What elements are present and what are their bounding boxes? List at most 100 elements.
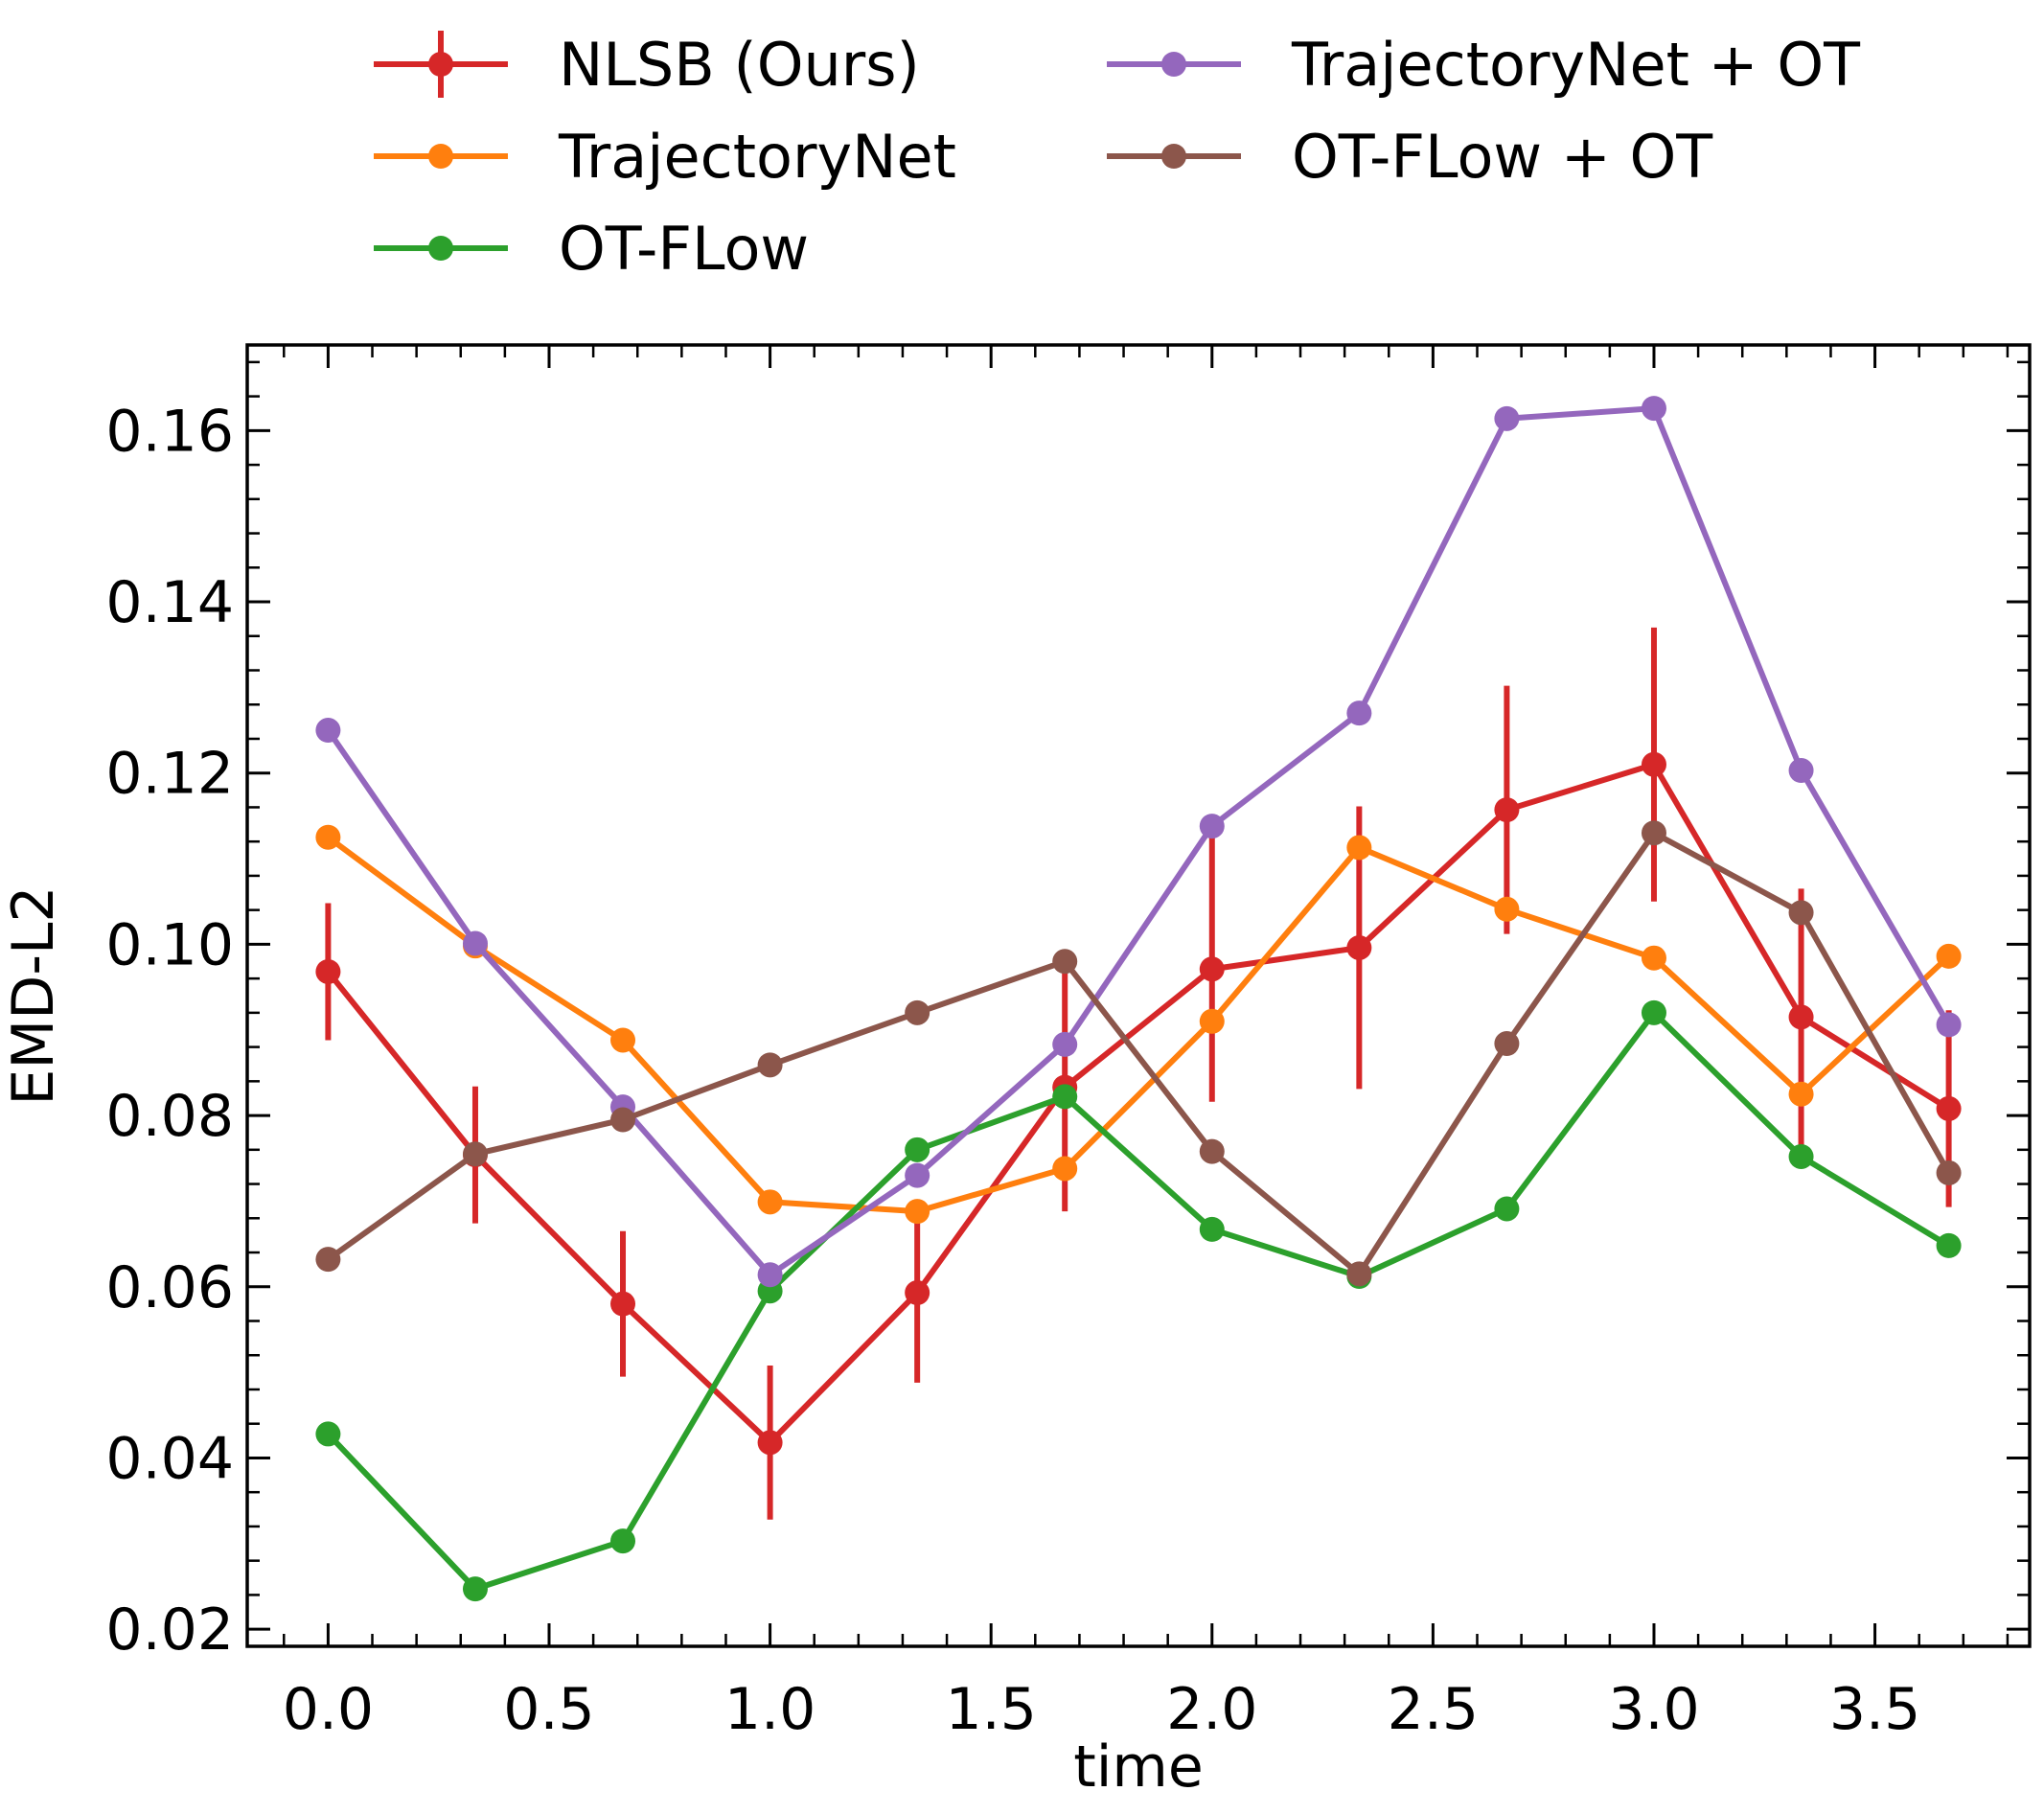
data-point	[1494, 405, 1520, 431]
x-tick-label: 2.5	[1388, 1676, 1479, 1743]
data-point	[462, 1141, 488, 1167]
data-point	[1788, 900, 1814, 926]
legend-item: TrajectoryNet	[374, 122, 956, 192]
data-point	[1052, 1156, 1078, 1182]
y-axis-label: EMD-L2	[0, 885, 67, 1105]
data-point	[1936, 1095, 1962, 1121]
legend: NLSB (Ours) TrajectoryNet OT-FLow Trajector…	[374, 30, 1861, 284]
data-point	[315, 824, 341, 850]
data-point	[757, 1430, 783, 1456]
data-point	[905, 1280, 930, 1306]
y-tick-label: 0.10	[105, 911, 234, 978]
legend-marker	[428, 236, 453, 261]
legend-label: TrajectoryNet + OT	[1291, 30, 1861, 100]
series-trajectorynet-ot	[315, 396, 1962, 1288]
data-point	[1346, 934, 1372, 960]
series-line	[325, 405, 1952, 1278]
data-point	[1052, 1031, 1078, 1057]
series-ot-flow-ot	[315, 820, 1962, 1287]
data-point	[757, 1189, 783, 1215]
data-point	[1199, 814, 1225, 839]
data-point	[1199, 956, 1225, 982]
data-point	[462, 1576, 488, 1602]
legend-marker	[428, 52, 453, 77]
data-point	[462, 930, 488, 956]
legend-item: NLSB (Ours)	[374, 30, 920, 100]
data-point	[905, 1137, 930, 1162]
series-line	[326, 830, 1952, 1277]
data-point	[1641, 945, 1666, 971]
x-axis-label: time	[1073, 1734, 1204, 1801]
x-tick-label: 1.5	[945, 1676, 1036, 1743]
legend-item: TrajectoryNet + OT	[1107, 30, 1861, 100]
data-point	[1494, 1031, 1520, 1057]
data-point	[315, 1247, 341, 1273]
data-point	[1788, 1081, 1814, 1107]
legend-marker	[428, 144, 453, 169]
data-point	[1199, 1216, 1225, 1242]
data-point	[315, 1421, 341, 1447]
series-nlsb-ours	[315, 627, 1962, 1520]
series-line	[326, 1009, 1951, 1593]
y-tick-label: 0.04	[105, 1425, 234, 1492]
data-point	[1936, 943, 1962, 969]
x-tick-label: 0.0	[283, 1676, 374, 1743]
data-point	[1052, 1084, 1078, 1110]
data-point	[1641, 396, 1666, 422]
series-layer	[315, 396, 1962, 1602]
x-tick-label: 0.5	[503, 1676, 594, 1743]
y-tick-label: 0.08	[105, 1083, 234, 1150]
data-point	[1346, 700, 1372, 726]
data-point	[610, 1107, 636, 1133]
y-tick-label: 0.14	[105, 569, 234, 636]
data-point	[1052, 949, 1078, 975]
data-point	[1346, 1261, 1372, 1287]
legend-label: OT-FLow	[559, 214, 809, 284]
legend-label: TrajectoryNet	[558, 122, 956, 192]
y-tick-label: 0.16	[105, 398, 234, 465]
x-tick-label: 3.5	[1829, 1676, 1920, 1743]
data-point	[610, 1291, 636, 1317]
data-point	[1346, 835, 1372, 861]
data-point	[315, 958, 341, 984]
legend-item: OT-FLow	[374, 214, 809, 284]
data-point	[905, 1199, 930, 1225]
data-point	[1936, 1232, 1962, 1258]
x-tick-label: 3.0	[1608, 1676, 1699, 1743]
legend-item: OT-FLow + OT	[1107, 122, 1713, 192]
data-point	[1788, 1143, 1814, 1169]
legend-marker	[1161, 144, 1186, 169]
legend-label: OT-FLow + OT	[1292, 122, 1713, 192]
x-axis: 0.0 0.5 1.0 1.5 2.0 2.5 3.0 3.5	[283, 345, 2010, 1743]
y-tick-label: 0.02	[105, 1596, 234, 1664]
data-point	[1199, 1138, 1225, 1164]
y-axis: 0.02 0.04 0.06 0.08 0.10 0.12 0.14 0.16	[105, 360, 2030, 1664]
legend-label: NLSB (Ours)	[559, 30, 920, 100]
x-tick-label: 1.0	[724, 1676, 815, 1743]
x-tick-label: 2.0	[1166, 1676, 1257, 1743]
data-point	[1641, 999, 1666, 1025]
plot-area: 0.0 0.5 1.0 1.5 2.0 2.5 3.0 3.5 0.020.040.060.0…	[105, 343, 2032, 1743]
y-tick-label: 0.06	[105, 1254, 234, 1321]
data-point	[1494, 797, 1520, 823]
legend-marker	[1161, 52, 1186, 77]
plot-frame	[245, 343, 2032, 1648]
data-point	[1494, 1196, 1520, 1222]
data-point	[1641, 820, 1666, 846]
data-point	[610, 1027, 636, 1053]
y-tick-label: 0.12	[105, 741, 234, 808]
data-point	[1936, 1012, 1962, 1038]
data-point	[1494, 896, 1520, 922]
data-point	[1788, 758, 1814, 784]
series-line	[326, 761, 1951, 1446]
data-point	[610, 1528, 636, 1554]
data-point	[905, 1162, 930, 1188]
data-point	[905, 999, 930, 1025]
series-line	[326, 835, 1951, 1215]
data-point	[315, 718, 341, 744]
data-point	[1936, 1160, 1962, 1185]
data-point	[757, 1262, 783, 1288]
data-point	[1199, 1008, 1225, 1034]
series-ot-flow	[315, 999, 1962, 1602]
